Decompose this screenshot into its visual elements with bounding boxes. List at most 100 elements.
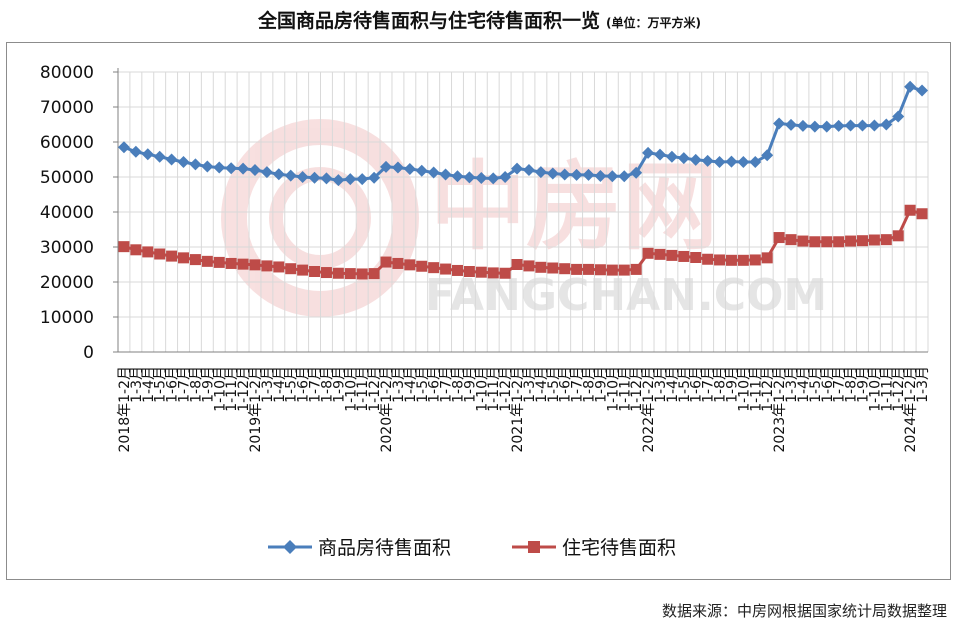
data-point-diamond [237, 162, 250, 175]
data-point-diamond [534, 166, 547, 179]
data-point-diamond [177, 155, 190, 168]
data-point-diamond [141, 148, 154, 161]
x-tick-label: 1-11月 [748, 366, 764, 412]
x-tick-label: 1-4月 [272, 366, 288, 403]
x-tick-label: 1-4月 [403, 366, 419, 403]
data-point-square [761, 252, 773, 264]
x-tick-label: 1-8月 [844, 366, 860, 403]
data-point-diamond [785, 118, 798, 131]
x-tick-label: 1-5月 [284, 366, 300, 403]
data-point-square [428, 262, 440, 274]
chart-frame [6, 42, 951, 580]
data-point-diamond [618, 170, 631, 183]
data-point-diamond [713, 155, 726, 168]
data-point-diamond [796, 119, 809, 132]
data-point-diamond [630, 166, 643, 179]
legend-label: 商品房待售面积 [318, 537, 451, 559]
data-point-square [725, 254, 737, 266]
y-tick-label: 40000 [40, 203, 94, 223]
x-tick-label: 1-9月 [462, 366, 478, 403]
data-point-diamond [427, 166, 440, 179]
data-point-diamond [880, 118, 893, 131]
data-point-diamond [308, 171, 321, 184]
data-point-square [380, 256, 392, 268]
x-tick-label: 1-7月 [439, 366, 455, 403]
data-point-diamond [820, 120, 833, 133]
x-tick-label: 2019年1-2月 [248, 366, 264, 453]
data-point-diamond [653, 148, 666, 161]
data-point-square [332, 267, 344, 279]
data-point-square [249, 259, 261, 271]
data-point-square [356, 268, 368, 280]
data-point-diamond [368, 171, 381, 184]
data-point-square [773, 232, 785, 244]
data-point-diamond [403, 162, 416, 175]
data-point-diamond [213, 161, 226, 174]
data-point-square [237, 258, 249, 270]
y-tick-label: 70000 [40, 98, 94, 118]
data-point-square [320, 267, 332, 279]
x-tick-label: 1-6月 [558, 366, 574, 403]
data-point-diamond [868, 119, 881, 132]
data-point-diamond [511, 162, 524, 175]
data-point-diamond [808, 120, 821, 133]
data-point-diamond [344, 173, 357, 186]
data-point-diamond [356, 173, 369, 186]
x-tick-label: 1-11月 [486, 366, 502, 412]
data-point-square [654, 248, 666, 260]
data-point-diamond [582, 168, 595, 181]
x-tick-label: 1-7月 [832, 366, 848, 403]
x-tick-label: 1-3月 [784, 366, 800, 403]
data-point-diamond [904, 80, 917, 93]
data-point-square [189, 254, 201, 266]
x-tick-label: 1-12月 [891, 366, 907, 412]
x-tick-label: 1-7月 [570, 366, 586, 403]
watermark-text-cn: 中房网 [430, 151, 718, 263]
data-point-square [618, 264, 630, 276]
watermark-text-en: FANGCHAN.COM [425, 270, 827, 321]
data-point-square [309, 266, 321, 277]
x-tick-label: 1-10月 [474, 366, 490, 412]
data-point-square [678, 250, 690, 262]
x-tick-label: 1-9月 [200, 366, 216, 403]
legend-diamond-icon [283, 540, 297, 554]
x-tick-label: 1-8月 [188, 366, 204, 403]
x-tick-label: 1-9月 [593, 366, 609, 403]
data-point-square [571, 263, 583, 275]
data-point-square [225, 257, 237, 269]
data-point-diamond [332, 174, 345, 187]
data-point-square [606, 264, 618, 276]
data-point-square [702, 253, 714, 265]
x-tick-label: 1-10月 [605, 366, 621, 412]
data-point-diamond [689, 153, 702, 166]
x-tick-label: 1-5月 [677, 366, 693, 403]
data-point-square [785, 234, 797, 246]
legend-item-1: 商品房待售面积 [268, 537, 451, 559]
x-tick-label: 1-9月 [331, 366, 347, 403]
data-point-diamond [153, 150, 166, 163]
data-point-square [499, 267, 511, 279]
data-point-square [261, 260, 273, 272]
data-point-diamond [522, 164, 535, 176]
x-tick-label: 1-12月 [498, 366, 514, 412]
data-point-square [440, 263, 452, 275]
data-point-square [475, 266, 487, 278]
x-tick-label: 1-5月 [546, 366, 562, 403]
data-point-diamond [665, 150, 678, 163]
data-point-diamond [296, 171, 309, 183]
data-point-square [487, 267, 499, 279]
x-tick-label: 1-6月 [165, 366, 181, 403]
data-point-diamond [832, 119, 845, 132]
data-point-diamond [272, 168, 285, 181]
data-point-square [594, 264, 606, 276]
data-point-square [797, 235, 809, 247]
x-tick-label: 1-4月 [796, 366, 812, 403]
x-tick-label: 1-5月 [415, 366, 431, 403]
x-tick-label: 1-6月 [427, 366, 443, 403]
x-tick-label: 1-6月 [689, 366, 705, 403]
x-tick-label: 1-3月 [653, 366, 669, 403]
x-tick-label: 1-6月 [296, 366, 312, 403]
x-tick-label: 1-6月 [820, 366, 836, 403]
data-point-diamond [558, 168, 571, 181]
